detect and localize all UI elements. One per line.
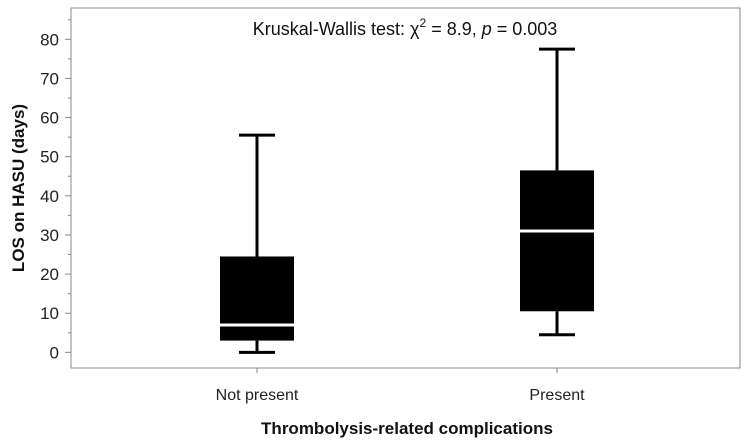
p-value: = 0.003 [492,19,558,39]
x-axis-title: Thrombolysis-related complications [261,419,553,438]
chi-value: = 8.9, [426,19,482,39]
y-tick-label: 80 [40,30,59,49]
chi-symbol: χ [410,19,420,39]
plot-area-frame [70,7,741,369]
y-tick-label: 40 [40,187,59,206]
y-tick-label: 60 [40,109,59,128]
box-group [520,47,594,337]
y-tick-label: 50 [40,148,59,167]
y-tick-label: 10 [40,304,59,323]
x-axis: Not present Present [216,368,585,404]
y-axis: 0 10 20 30 40 50 60 70 80 [40,19,71,362]
y-tick-label: 70 [40,69,59,88]
annotation-text: Kruskal-Wallis test: χ2 = 8.9, p = 0.003 [253,16,558,39]
y-tick-label: 0 [50,343,59,362]
iqr-box [220,256,294,341]
chi-exponent: 2 [420,16,427,30]
x-tick-label: Not present [216,387,299,404]
y-tick-label: 30 [40,226,59,245]
box-group [220,133,294,354]
y-axis-title: LOS on HASU (days) [9,104,28,272]
iqr-box [520,170,594,312]
annotation-prefix: Kruskal-Wallis test: [253,19,410,39]
y-tick-label: 20 [40,265,59,284]
p-symbol: p [481,19,492,39]
boxes [220,47,594,354]
x-tick-label: Present [529,387,585,404]
